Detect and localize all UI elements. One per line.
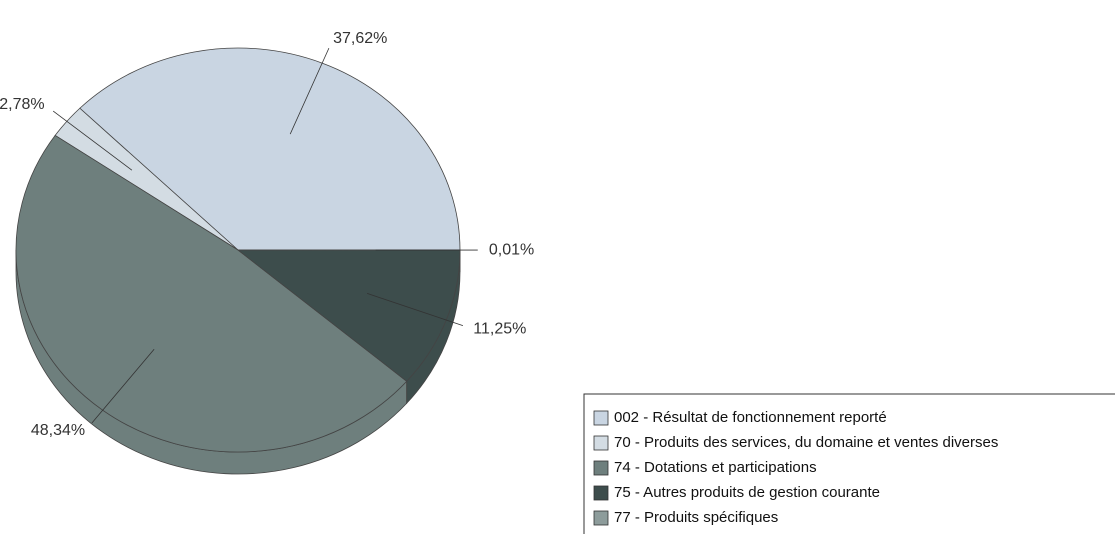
legend-label: 70 - Produits des services, du domaine e… [614, 434, 998, 451]
legend-label: 74 - Dotations et participations [614, 459, 817, 476]
legend-label: 75 - Autres produits de gestion courante [614, 484, 880, 501]
legend-swatch [593, 460, 609, 476]
data-label: 0,01% [489, 241, 534, 258]
legend-swatch [593, 485, 609, 501]
data-label: 48,34% [31, 422, 85, 439]
data-label: 37,62% [333, 30, 387, 47]
leader-line [52, 110, 133, 171]
leader-line [289, 47, 330, 135]
legend-swatch [593, 435, 609, 451]
pie-tops [15, 47, 461, 453]
legend-swatch [593, 510, 609, 526]
data-label: 2,78% [0, 96, 45, 113]
legend-swatch [593, 410, 609, 426]
legend-box [583, 393, 1115, 534]
legend-label: 77 - Produits spécifiques [614, 509, 778, 526]
legend: 002 - Résultat de fonctionnement reporté… [583, 393, 1115, 534]
data-labels: 37,62% 2,78% 48,34% 11,25% 0,01% [0, 30, 534, 439]
data-label: 11,25% [473, 320, 526, 337]
legend-label: 002 - Résultat de fonctionnement reporté [614, 409, 887, 426]
leader-line [91, 349, 155, 424]
leader-line [366, 293, 464, 327]
